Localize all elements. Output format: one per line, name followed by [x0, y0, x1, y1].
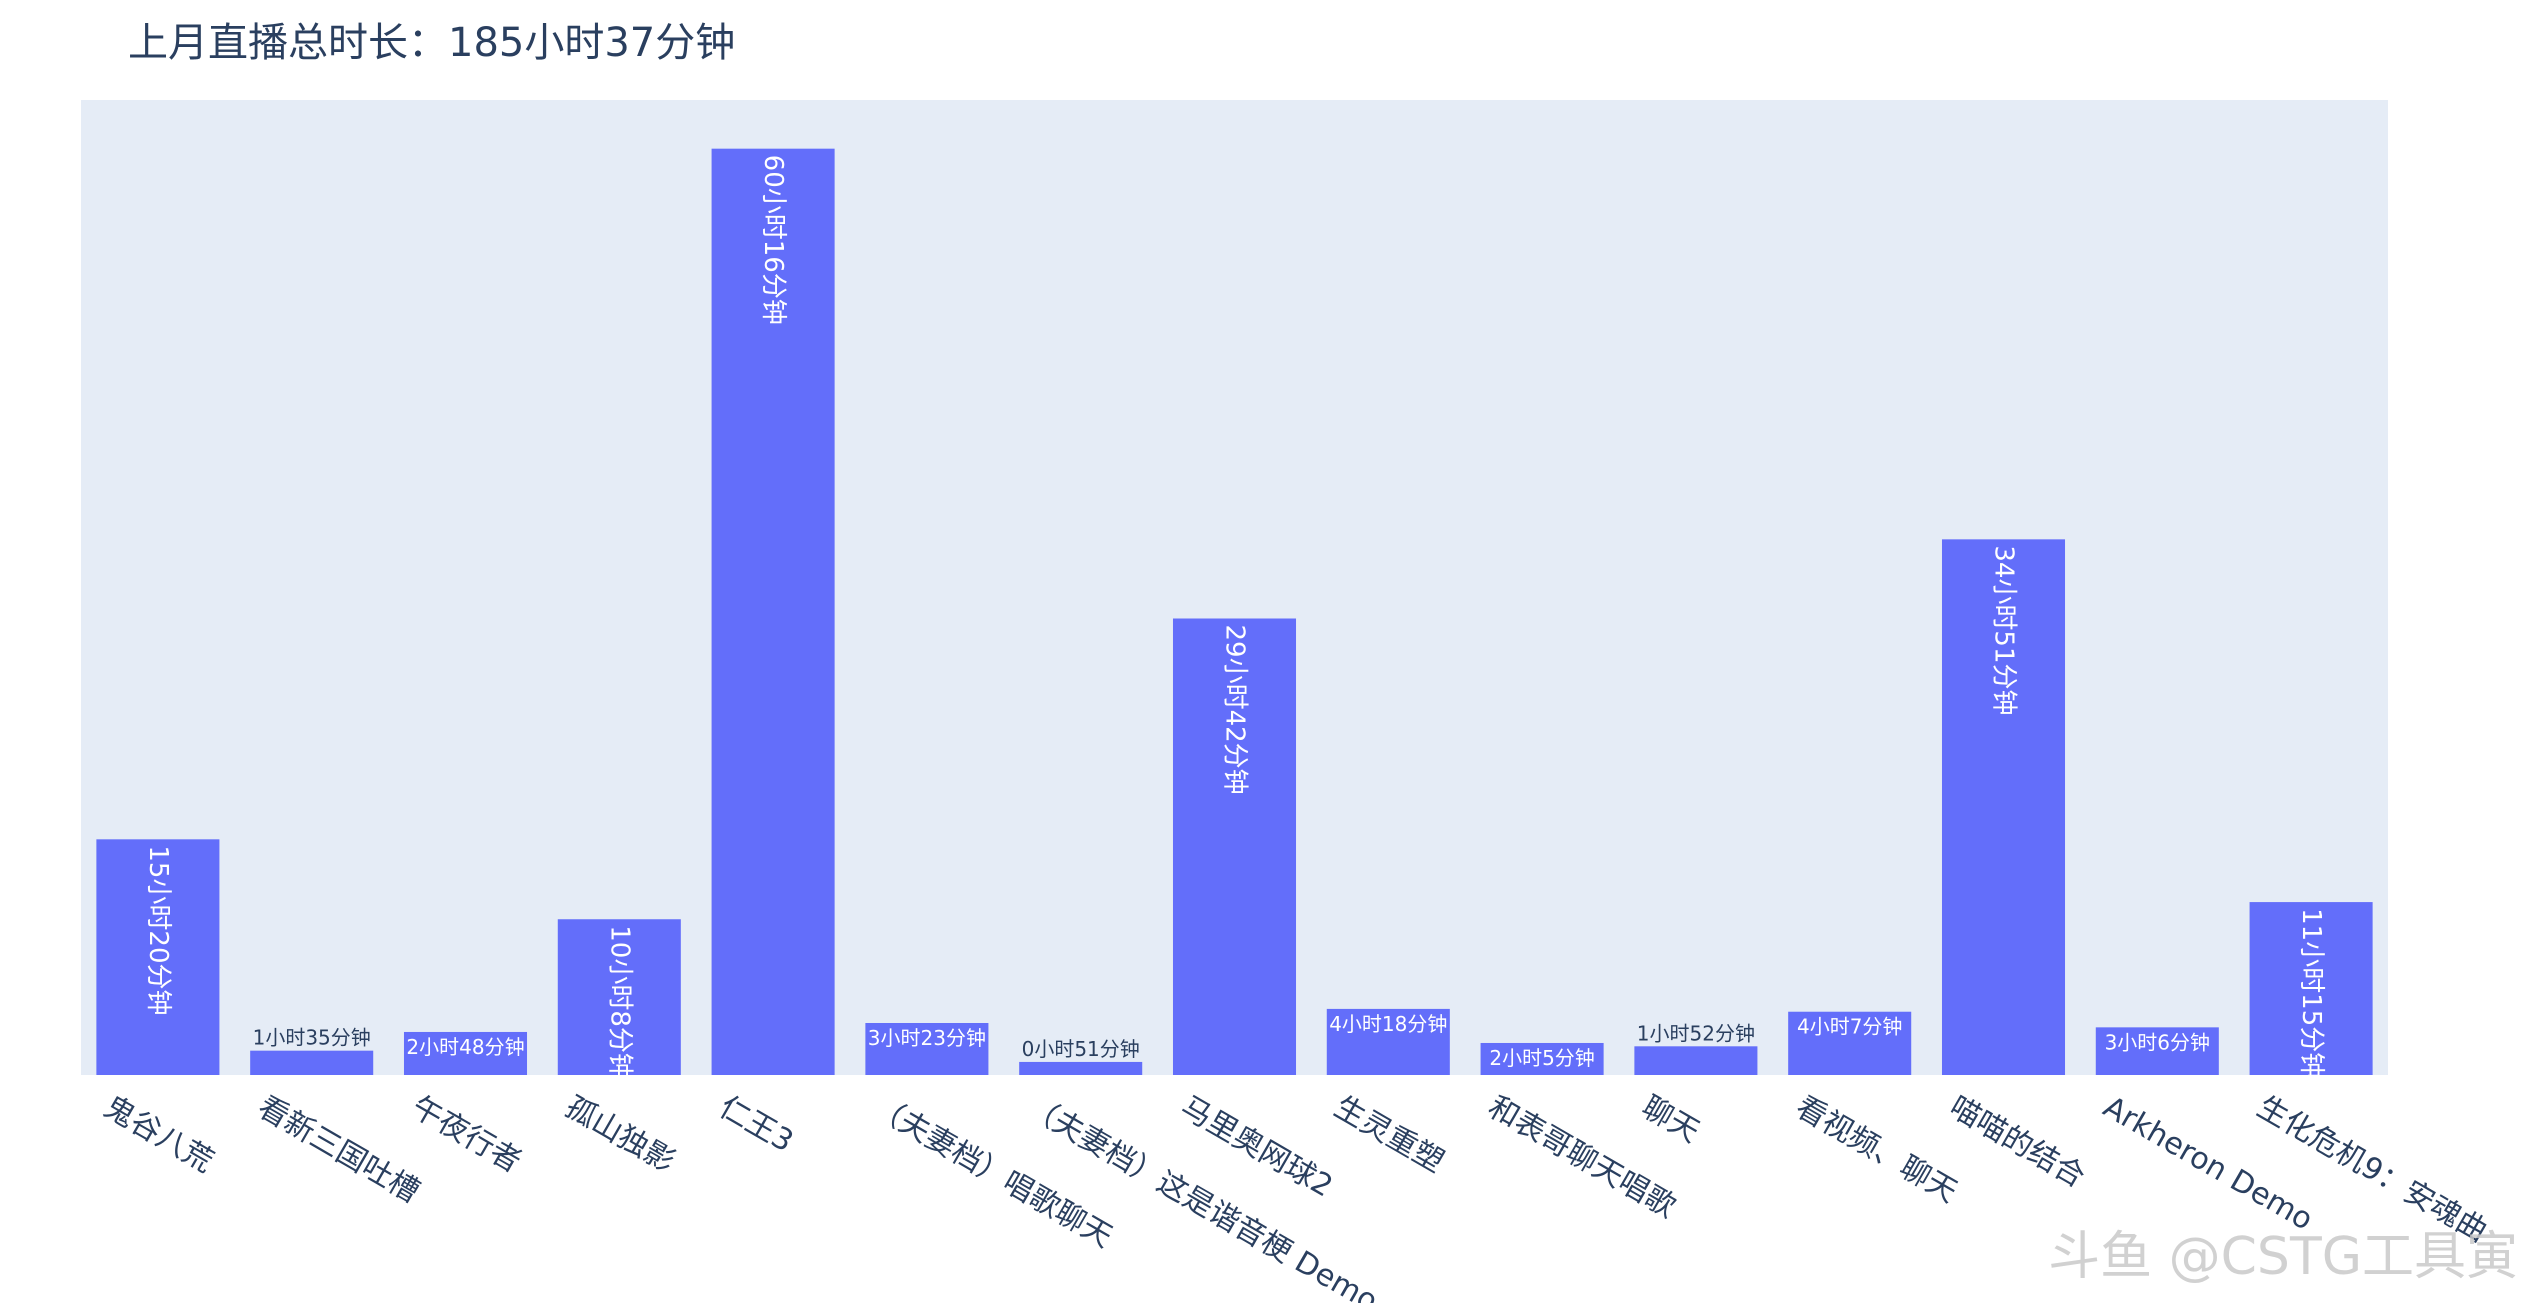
x-tick-label-10: 聊天 [1636, 1090, 1705, 1150]
data-label-14: 11小时15分钟 [2296, 908, 2326, 1078]
x-tick-label-8: 生灵重塑 [1328, 1090, 1449, 1180]
bar-0[interactable] [96, 839, 220, 1075]
x-tick-label-0: 鬼谷八荒 [98, 1090, 219, 1180]
data-label-2: 2小时48分钟 [406, 1035, 524, 1059]
bar-13[interactable] [2095, 1027, 2219, 1075]
x-tick-label-2: 午夜行者 [406, 1090, 527, 1180]
bar-7[interactable] [1172, 618, 1297, 1075]
data-label-7: 29小时42分钟 [1220, 624, 1250, 794]
bar-4[interactable] [711, 148, 835, 1075]
data-label-4: 60小时16分钟 [758, 155, 788, 325]
data-label-3: 10小时8分钟 [604, 925, 634, 1079]
x-tick-label-1: 看新三国吐槽 [252, 1090, 425, 1210]
bar-9[interactable] [1480, 1042, 1604, 1075]
data-label-12: 34小时51分钟 [1989, 545, 2019, 715]
bar-11[interactable] [1788, 1011, 1912, 1075]
bar-1[interactable] [250, 1050, 374, 1075]
chart-title: 上月直播总时长：185小时37分钟 [128, 20, 736, 66]
data-label-6: 0小时51分钟 [1022, 1037, 1140, 1061]
x-tick-label-3: 孤山独影 [559, 1090, 680, 1180]
bar-10[interactable] [1634, 1046, 1758, 1075]
bar-5[interactable] [865, 1022, 989, 1075]
bar-6[interactable] [1019, 1061, 1143, 1075]
data-label-5: 3小时23分钟 [868, 1026, 986, 1050]
x-tick-label-4: 仁王3 [713, 1090, 799, 1160]
watermark: 斗鱼 @CSTG工具寅 [2048, 1227, 2518, 1287]
bar-2[interactable] [403, 1031, 528, 1075]
x-tick-label-11: 看视频、聊天 [1790, 1090, 1963, 1210]
bar-14[interactable] [2249, 902, 2373, 1075]
x-tick-label-12: 喵喵的结合 [1944, 1090, 2091, 1195]
data-label-13: 3小时6分钟 [2105, 1030, 2210, 1054]
data-label-8: 4小时18分钟 [1329, 1012, 1447, 1036]
data-label-10: 1小时52分钟 [1637, 1021, 1755, 1045]
data-label-1: 1小时35分钟 [253, 1026, 371, 1050]
data-label-0: 15小时20分钟 [143, 845, 173, 1015]
bar-3[interactable] [557, 919, 681, 1075]
bar-8[interactable] [1326, 1008, 1450, 1075]
data-label-11: 4小时7分钟 [1797, 1015, 1902, 1039]
bar-12[interactable] [1941, 539, 2066, 1075]
data-label-9: 2小时5分钟 [1489, 1046, 1594, 1070]
